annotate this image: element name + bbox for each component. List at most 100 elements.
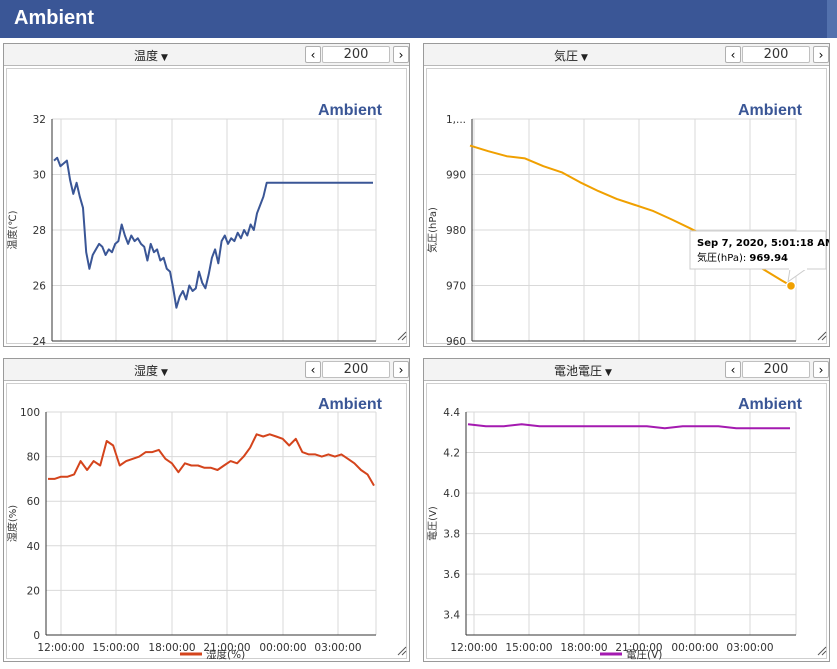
prev-page-button[interactable]: ‹ bbox=[725, 361, 741, 378]
y-tick-label: 24 bbox=[33, 336, 47, 346]
panel-toolbar: 温度 ▼ ‹ 200 › bbox=[4, 44, 409, 66]
prev-page-button[interactable]: ‹ bbox=[305, 46, 321, 63]
ambient-watermark: Ambient bbox=[738, 102, 803, 119]
tooltip-box bbox=[689, 230, 827, 270]
y-tick-label: 60 bbox=[27, 496, 40, 508]
y-tick-label: 40 bbox=[27, 541, 40, 553]
y-tick-label: 3.8 bbox=[443, 529, 460, 541]
y-tick-label: 26 bbox=[33, 281, 47, 293]
resize-grip-icon[interactable] bbox=[817, 331, 827, 341]
y-tick-label: 28 bbox=[33, 225, 46, 237]
y-tick-label: 4.2 bbox=[443, 448, 460, 460]
legend-label: 湿度(%) bbox=[206, 648, 245, 661]
channel-selector-label: 気圧 bbox=[554, 49, 579, 63]
y-tick-label: 0 bbox=[33, 630, 40, 642]
chart-frame bbox=[6, 383, 407, 659]
panel-toolbar: 電池電圧 ▼ ‹ 200 › bbox=[424, 359, 829, 381]
app-header: Ambient bbox=[0, 0, 837, 38]
y-axis-label: 温度(℃) bbox=[6, 210, 19, 249]
y-tick-label: 980 bbox=[446, 225, 466, 237]
channel-selector[interactable]: 電池電圧 ▼ bbox=[554, 362, 612, 379]
x-tick-label: 15:00:00 bbox=[505, 642, 552, 654]
y-tick-label: 3.4 bbox=[443, 610, 460, 622]
x-tick-label: 12:00:00 bbox=[450, 642, 497, 654]
chart-panel-3: 湿度 ▼ ‹ 200 › Ambient 100 80 60 40 20 0 12:00:00 15:00… bbox=[3, 358, 410, 662]
x-tick-label: 03:00:00 bbox=[314, 642, 361, 654]
y-tick-label: 100 bbox=[20, 407, 40, 419]
x-tick-label: 18:00:00 bbox=[560, 642, 607, 654]
y-tick-label: 32 bbox=[33, 114, 46, 126]
count-input[interactable]: 200 bbox=[322, 46, 390, 63]
channel-selector[interactable]: 湿度 ▼ bbox=[134, 362, 168, 379]
y-tick-label: 30 bbox=[33, 170, 46, 182]
ambient-watermark: Ambient bbox=[318, 396, 383, 413]
y-tick-label: 3.6 bbox=[443, 569, 460, 581]
series-line bbox=[467, 423, 790, 430]
chart-frame bbox=[426, 68, 827, 344]
caret-down-icon: ▼ bbox=[161, 368, 168, 378]
y-tick-label: 1,... bbox=[446, 114, 466, 126]
x-tick-label: 03:00:00 bbox=[726, 642, 773, 654]
caret-down-icon: ▼ bbox=[581, 53, 588, 63]
channel-selector[interactable]: 気圧 ▼ bbox=[554, 47, 588, 64]
x-tick-label: 00:00:00 bbox=[671, 642, 718, 654]
ambient-watermark: Ambient bbox=[318, 102, 383, 119]
count-input[interactable]: 200 bbox=[742, 46, 810, 63]
next-page-button[interactable]: › bbox=[393, 46, 409, 63]
x-tick-label: 21:00:00 bbox=[203, 642, 250, 654]
panel-toolbar: 気圧 ▼ ‹ 200 › bbox=[424, 44, 829, 66]
channel-selector[interactable]: 温度 ▼ bbox=[134, 47, 168, 64]
y-tick-label: 4.4 bbox=[443, 407, 460, 419]
channel-selector-label: 温度 bbox=[134, 49, 159, 63]
y-axis-label: 湿度(%) bbox=[6, 505, 19, 542]
x-tick-label: 18:00:00 bbox=[148, 642, 195, 654]
y-tick-label: 20 bbox=[27, 585, 40, 597]
resize-grip-icon[interactable] bbox=[397, 646, 407, 656]
prev-page-button[interactable]: ‹ bbox=[305, 361, 321, 378]
caret-down-icon: ▼ bbox=[605, 368, 612, 378]
chart-svg: Ambient323028262412:00:0015:00:0018:00:0… bbox=[6, 102, 407, 346]
chart-panel-1: 温度▼‹200›Ambient323028262412:00:0015:00:0… bbox=[3, 43, 410, 347]
x-tick-label: 00:00:00 bbox=[259, 642, 306, 654]
y-tick-label: 80 bbox=[27, 452, 40, 464]
x-tick-label: 21:00:00 bbox=[615, 642, 662, 654]
prev-page-button[interactable]: ‹ bbox=[725, 46, 741, 63]
app-title: Ambient bbox=[14, 7, 94, 29]
resize-grip-icon[interactable] bbox=[817, 646, 827, 656]
y-tick-label: 990 bbox=[446, 170, 466, 182]
chart-panel-2: 気圧▼‹200›Ambient1,...99098097096012:00:00… bbox=[423, 43, 830, 347]
y-axis-label: 電圧(V) bbox=[427, 506, 439, 541]
header-edge bbox=[827, 0, 837, 38]
x-tick-label: 12:00:00 bbox=[37, 642, 84, 654]
tooltip-title: Sep 7, 2020, 5:01:18 AM bbox=[697, 238, 829, 249]
hover-point[interactable] bbox=[785, 280, 797, 292]
next-page-button[interactable]: › bbox=[393, 361, 409, 378]
y-axis-label: 気圧(hPa) bbox=[426, 207, 439, 253]
tooltip-label: 気圧(hPa): bbox=[697, 251, 749, 264]
caret-down-icon: ▼ bbox=[161, 53, 168, 63]
y-tick-label: 4.0 bbox=[443, 488, 460, 500]
chart-frame bbox=[6, 68, 407, 344]
next-page-button[interactable]: › bbox=[813, 361, 829, 378]
count-input[interactable]: 200 bbox=[742, 361, 810, 378]
chart-svg: Ambient1,...99098097096012:00:0015:00:00… bbox=[426, 102, 829, 346]
chart-svg: Ambient 100 80 60 40 20 012:00:00 15:00:00 18:00… bbox=[6, 396, 407, 661]
next-page-button[interactable]: › bbox=[813, 46, 829, 63]
tooltip-pointer bbox=[787, 268, 808, 283]
chart-svg: Ambient 4.4 4.2 4.0 3.8 3.6 3.4 12:00:00 15:00:0… bbox=[427, 396, 827, 661]
channel-selector-label: 電池電圧 bbox=[554, 364, 603, 378]
channel-selector-label: 湿度 bbox=[134, 364, 159, 378]
resize-grip-icon[interactable] bbox=[397, 331, 407, 341]
series-line bbox=[48, 433, 375, 487]
tooltip-value: 969.94 bbox=[749, 253, 788, 264]
count-input[interactable]: 200 bbox=[322, 361, 390, 378]
panel-toolbar: 湿度 ▼ ‹ 200 › bbox=[4, 359, 409, 381]
x-tick-label: 15:00:00 bbox=[92, 642, 139, 654]
series-line bbox=[53, 156, 373, 309]
chart-frame bbox=[426, 383, 827, 659]
y-tick-label: 970 bbox=[446, 281, 466, 293]
chart-panel-4: 電池電圧 ▼ ‹ 200 › Ambient 4.4 4.2 4.0 3.8 3.6 3.4 12:00… bbox=[423, 358, 830, 662]
ambient-watermark: Ambient bbox=[738, 396, 803, 413]
y-tick-label: 960 bbox=[446, 336, 466, 346]
tooltip-body: 気圧(hPa): 969.94 bbox=[697, 251, 788, 264]
